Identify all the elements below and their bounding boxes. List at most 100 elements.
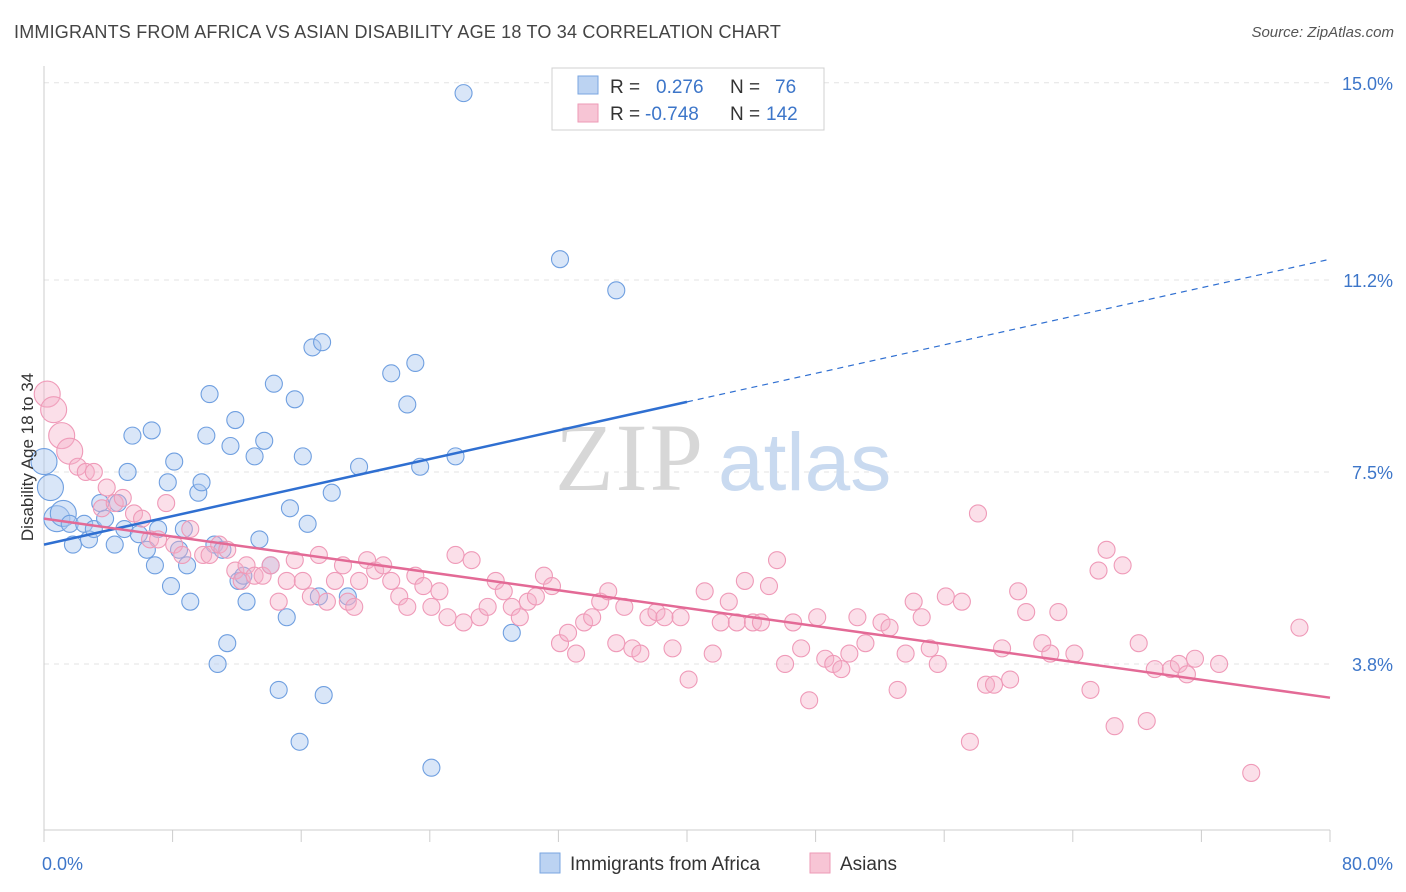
- asian-point-69: [583, 608, 602, 627]
- asian-point-39: [345, 597, 364, 616]
- asian-point-117: [993, 639, 1012, 658]
- africa-point-64: [422, 758, 441, 777]
- asian-point-10: [113, 488, 132, 507]
- africa-trend-extension: [686, 258, 1331, 403]
- africa-point-15: [123, 426, 142, 445]
- africa-point-50: [290, 732, 309, 751]
- watermark-atlas: atlas: [718, 417, 891, 508]
- asian-point-90: [759, 577, 779, 596]
- asian-point-53: [454, 613, 473, 632]
- africa-point-14: [118, 462, 137, 481]
- asian-point-105: [888, 680, 907, 699]
- asian-point-52: [446, 545, 465, 565]
- asian-point-49: [422, 597, 441, 616]
- africa-point-65: [446, 447, 465, 466]
- asian-point-56: [478, 597, 497, 616]
- bottom-legend-swatch-asian: [809, 852, 831, 874]
- asian-point-110: [928, 654, 947, 673]
- tick-labels: 3.8% 7.5% 11.2% 15.0% 0.0% 80.0%: [42, 74, 1393, 874]
- africa-point-61: [398, 395, 417, 414]
- asian-point-72: [607, 634, 626, 653]
- asian-point-29: [269, 592, 288, 611]
- asian-point-30: [277, 571, 296, 590]
- africa-trend-line: [43, 400, 688, 546]
- gridlines: [44, 82, 1330, 665]
- bottom-legend-label-asian: Asians: [840, 854, 897, 875]
- asian-point-62: [526, 587, 545, 606]
- africa-point-23: [165, 452, 184, 471]
- asian-point-1: [40, 396, 68, 424]
- asian-point-35: [317, 592, 336, 611]
- africa-point-29: [192, 473, 211, 492]
- asian-point-126: [1089, 561, 1108, 580]
- asian-point-78: [655, 608, 674, 627]
- asian-point-36: [325, 571, 345, 590]
- asian-point-91: [767, 551, 787, 570]
- africa-point-17: [137, 540, 156, 559]
- africa-point-58: [338, 587, 357, 606]
- africa-point-52: [298, 514, 317, 533]
- asian-point-120: [1017, 603, 1036, 622]
- africa-point-11: [105, 535, 124, 554]
- asian-point-112: [952, 592, 971, 611]
- asian-point-109: [920, 639, 939, 658]
- africa-point-31: [200, 385, 219, 404]
- chart-title: IMMIGRANTS FROM AFRICA VS ASIAN DISABILI…: [14, 22, 782, 42]
- asian-point-131: [1137, 711, 1156, 731]
- source-credit: Source: ZipAtlas.com: [1251, 24, 1394, 41]
- africa-point-62: [406, 353, 425, 373]
- asian-point-58: [494, 582, 513, 601]
- asian-point-137: [1210, 654, 1229, 673]
- series-africa-points: [30, 84, 626, 777]
- asian-point-50: [430, 582, 449, 601]
- asian-point-80: [671, 608, 690, 627]
- asian-point-108: [912, 608, 931, 627]
- axes: [43, 66, 1331, 842]
- africa-point-26: [178, 556, 197, 575]
- asian-point-28: [261, 556, 280, 575]
- watermark-zip: ZIP: [555, 404, 705, 511]
- asian-point-81: [679, 670, 698, 689]
- asian-point-136: [1185, 649, 1205, 668]
- africa-point-18: [142, 421, 161, 440]
- asian-point-44: [382, 571, 401, 590]
- y-axis-label: Disability Age 18 to 34: [18, 373, 37, 541]
- asian-point-124: [1065, 644, 1084, 663]
- asian-point-51: [438, 608, 457, 627]
- asian-point-123: [1049, 603, 1068, 622]
- asian-point-118: [1001, 670, 1020, 689]
- africa-point-1: [36, 473, 64, 502]
- x-tick-label-1: 80.0%: [1342, 854, 1393, 874]
- asian-point-15: [157, 494, 176, 513]
- africa-point-22: [161, 577, 181, 596]
- legend-n-asian: 142: [766, 104, 798, 125]
- africa-point-45: [264, 374, 283, 393]
- asian-point-128: [1105, 717, 1124, 736]
- y-tick-label-3: 15.0%: [1342, 74, 1393, 94]
- africa-point-56: [314, 686, 333, 705]
- africa-point-0: [30, 448, 58, 476]
- africa-point-27: [181, 592, 200, 611]
- legend: R = 0.276 N = 76 R = -0.748 N = 142: [551, 67, 825, 131]
- legend-r-africa: 0.276: [656, 77, 704, 98]
- asian-point-104: [880, 618, 899, 637]
- asian-point-31: [285, 551, 304, 570]
- legend-r-label-asian: R =: [610, 104, 640, 125]
- africa-point-49: [285, 390, 304, 409]
- asian-point-135: [1177, 665, 1196, 684]
- bottom-legend-label-africa: Immigrants from Africa: [570, 854, 760, 875]
- africa-point-57: [322, 483, 341, 502]
- asian-point-125: [1081, 680, 1100, 699]
- trend-lines: [43, 258, 1331, 699]
- africa-point-35: [218, 634, 237, 653]
- legend-n-label-africa: N =: [730, 77, 760, 98]
- legend-r-label-africa: R =: [610, 77, 640, 98]
- africa-point-40: [237, 592, 256, 611]
- asian-point-46: [398, 597, 417, 616]
- africa-point-66: [454, 84, 473, 103]
- legend-r-asian: -0.748: [645, 104, 699, 125]
- y-tick-label-0: 3.8%: [1352, 655, 1393, 675]
- asian-point-33: [301, 587, 320, 606]
- legend-n-label-asian: N =: [730, 104, 760, 125]
- asian-point-64: [542, 577, 562, 596]
